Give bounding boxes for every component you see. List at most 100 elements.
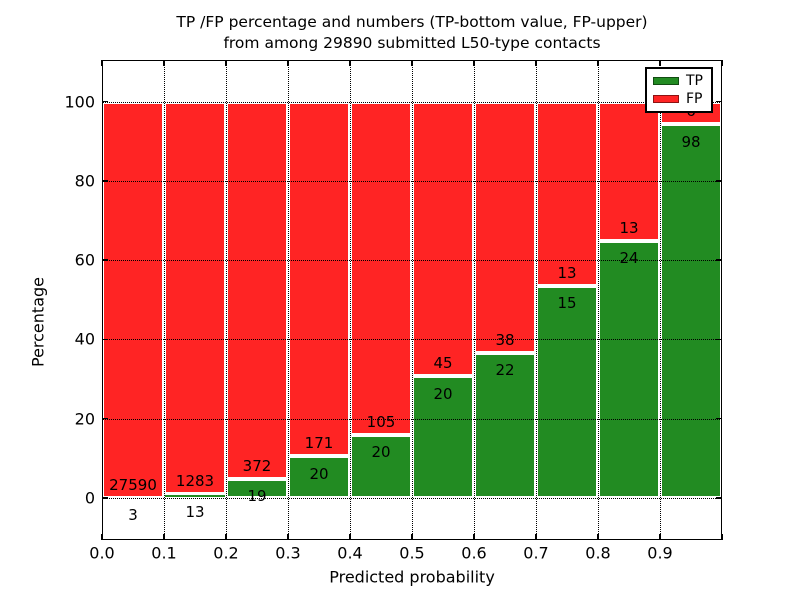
y-tick-label: 0: [84, 488, 95, 508]
x-tick-mark-top: [721, 60, 723, 66]
y-tick-label: 80: [74, 171, 95, 191]
bar-segment-tp: [660, 124, 722, 498]
bar-segment-tp: [288, 456, 350, 498]
bar-segment-tp: [536, 285, 598, 498]
x-tick-mark-top: [163, 60, 165, 66]
bar-label-tp-count: 13: [185, 502, 205, 521]
x-tick-mark: [225, 534, 227, 540]
gridline-vertical: [412, 60, 413, 540]
y-tick-mark: [102, 338, 108, 341]
y-tick-label: 60: [74, 250, 95, 270]
bar-label-fp-count: 105: [366, 412, 396, 431]
legend-label-tp: TP: [686, 73, 703, 89]
gridline-vertical: [598, 60, 599, 540]
bar-segment-fp: [536, 101, 598, 286]
bar-label-fp-count: 1283: [175, 472, 215, 490]
y-tick-mark: [102, 180, 108, 182]
gridline-vertical: [474, 60, 475, 540]
bar-label-fp-count: 13: [557, 263, 577, 282]
y-tick-mark-right: [716, 497, 722, 499]
bar-label-tp-count: 3: [128, 506, 138, 525]
x-tick-mark: [287, 534, 289, 540]
bar-segment-tp: [226, 478, 288, 498]
bar-segment-fp: [102, 101, 164, 498]
y-tick-label: 40: [74, 329, 95, 349]
bar-label-tp-count: 20: [309, 464, 329, 483]
x-tick-mark-top: [535, 60, 537, 66]
x-tick-mark-top: [659, 60, 661, 66]
bar-segment-fp: [598, 101, 660, 241]
bar-label-tp-count: 19: [247, 487, 267, 506]
bar-label-tp-count: 20: [371, 443, 391, 462]
x-tick-mark-top: [287, 60, 289, 66]
x-tick-label: 0.6: [461, 543, 487, 563]
y-tick-mark-right: [716, 338, 722, 341]
plot-frame: [102, 60, 722, 540]
bar-segment-tp: [598, 240, 660, 498]
y-tick-label: 100: [64, 92, 95, 112]
y-tick-mark-right: [716, 417, 722, 420]
bar-label-tp-count: 98: [681, 132, 701, 151]
x-tick-mark: [349, 534, 351, 540]
bar-label-fp-count: 45: [433, 354, 453, 373]
bar-label-fp-count: 171: [304, 434, 334, 453]
y-tick-mark: [102, 100, 108, 103]
legend: TP FP: [645, 67, 713, 113]
x-tick-label: 0.3: [275, 543, 301, 563]
gridline-vertical: [536, 60, 537, 540]
bar-segment-fp: [288, 101, 350, 457]
x-tick-mark: [411, 534, 413, 540]
bar-label-fp-count: 13: [619, 218, 639, 237]
y-tick-mark: [102, 497, 108, 499]
y-tick-mark-right: [716, 180, 722, 182]
y-tick-mark: [102, 417, 108, 420]
chart-title-line1: TP /FP percentage and numbers (TP-bottom…: [176, 13, 648, 31]
fp-swatch-icon: [653, 95, 679, 103]
bar-label-tp-count: 20: [433, 384, 453, 403]
bar-segment-fp: [412, 101, 474, 377]
bar-label-fp-count: 38: [495, 330, 515, 349]
x-tick-mark: [597, 534, 599, 540]
bar-label-fp-count: 372: [242, 456, 272, 475]
x-tick-mark: [163, 534, 165, 540]
x-tick-label: 0.2: [213, 543, 239, 563]
x-tick-mark: [721, 534, 723, 540]
gridline-vertical: [350, 60, 351, 540]
gridline-vertical: [660, 60, 661, 540]
legend-entry-fp: FP: [653, 92, 705, 106]
x-tick-label: 0.8: [585, 543, 611, 563]
x-tick-label: 0.1: [151, 543, 177, 563]
x-tick-mark-top: [473, 60, 475, 66]
bar-segment-tp: [350, 434, 412, 498]
x-tick-mark-top: [597, 60, 599, 66]
bar-segment-tp: [412, 376, 474, 498]
bar-segment-fp: [226, 101, 288, 479]
gridline-vertical: [226, 60, 227, 540]
y-tick-mark: [102, 259, 108, 261]
y-tick-mark-right: [716, 100, 722, 103]
bar-segment-fp: [164, 101, 226, 494]
bar-label-tp-count: 24: [619, 249, 639, 268]
chart-title-line2: from among 29890 submitted L50-type cont…: [223, 34, 601, 52]
y-tick-mark-right: [716, 259, 722, 261]
bar-label-fp-count: 27590: [109, 475, 157, 494]
y-axis-label: Percentage: [28, 276, 48, 368]
x-tick-mark-top: [411, 60, 413, 66]
x-tick-label: 0.7: [523, 543, 549, 563]
x-tick-mark: [659, 534, 661, 540]
x-tick-mark-top: [349, 60, 351, 66]
chart-title: TP /FP percentage and numbers (TP-bottom…: [176, 12, 647, 54]
x-tick-label: 0.0: [89, 543, 115, 563]
x-tick-mark: [535, 534, 537, 540]
bar-segment-fp: [474, 101, 536, 353]
x-tick-mark: [473, 534, 475, 540]
bar-segment-fp: [350, 101, 412, 435]
x-tick-label: 0.4: [337, 543, 363, 563]
x-tick-mark-top: [225, 60, 227, 66]
gridline-vertical: [288, 60, 289, 540]
tp-swatch-icon: [653, 77, 679, 85]
x-tick-mark-top: [101, 60, 103, 66]
x-tick-label: 0.5: [399, 543, 425, 563]
legend-label-fp: FP: [686, 91, 703, 107]
